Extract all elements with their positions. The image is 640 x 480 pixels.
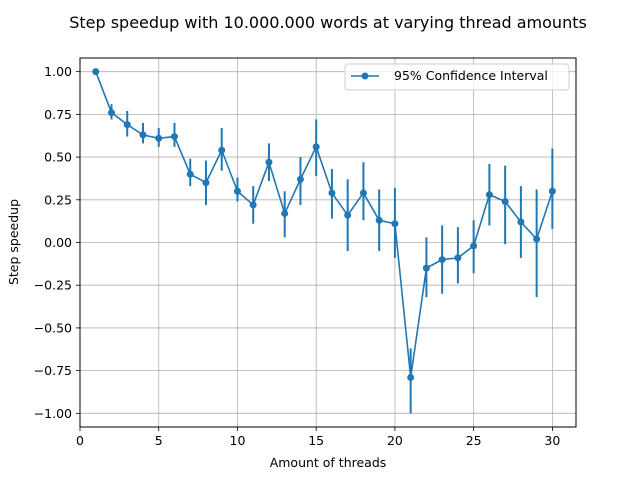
data-point [501, 198, 509, 205]
data-point [233, 187, 241, 195]
data-point [265, 158, 273, 166]
y-tick-label: −1.00 [34, 406, 72, 421]
x-tick-label: 15 [308, 433, 324, 448]
series-line [95, 71, 554, 379]
data-point [92, 68, 100, 76]
data-point [485, 191, 493, 199]
data-point [281, 209, 289, 217]
data-point [359, 189, 367, 197]
data-point [375, 216, 383, 224]
data-point [454, 254, 462, 262]
series-line-path [95, 71, 554, 379]
data-point [470, 242, 478, 250]
data-point [517, 218, 525, 226]
data-point [422, 264, 430, 272]
data-point [391, 220, 399, 228]
data-point [344, 211, 352, 219]
x-axis: 0 5 10 15 20 25 30 [76, 427, 560, 448]
data-point [123, 121, 131, 129]
x-tick-label: 25 [466, 433, 482, 448]
y-tick-label: 0.50 [44, 150, 72, 165]
legend: 95% Confidence Interval [344, 63, 570, 91]
data-point [407, 373, 415, 381]
y-tick-label: 1.00 [44, 64, 72, 79]
legend-label: 95% Confidence Interval [394, 68, 548, 83]
y-tick-label: −0.25 [34, 278, 72, 293]
y-axis: −1.00 −0.75 −0.50 −0.25 0.00 0.25 0.50 0.75 1.00 [34, 64, 80, 421]
legend-marker [361, 72, 369, 80]
y-tick-label: 0.75 [44, 107, 72, 122]
data-point [328, 189, 336, 197]
y-tick-label: 0.00 [44, 235, 72, 250]
data-points [92, 68, 556, 381]
data-point [107, 109, 115, 117]
x-axis-label: Amount of threads [270, 455, 387, 470]
data-point [533, 235, 541, 243]
data-point [438, 256, 446, 264]
data-point [312, 143, 320, 151]
x-tick-label: 20 [387, 433, 403, 448]
legend-box [344, 63, 570, 91]
y-tick-label: −0.50 [34, 320, 72, 335]
chart-title: Step speedup with 10.000.000 words at va… [69, 13, 587, 32]
data-point [139, 131, 147, 139]
data-point [170, 133, 178, 141]
data-point [218, 146, 226, 154]
grid [79, 58, 576, 427]
data-point [186, 170, 194, 178]
data-point [249, 201, 257, 209]
data-point [548, 187, 556, 195]
x-tick-label: 0 [76, 433, 84, 448]
data-point [155, 134, 163, 142]
y-tick-label: −0.75 [34, 363, 72, 378]
y-axis-label: Step speedup [6, 199, 21, 285]
data-point [202, 179, 210, 187]
x-tick-label: 30 [544, 433, 560, 448]
y-tick-label: 0.25 [44, 192, 72, 207]
data-point [296, 175, 304, 183]
x-tick-label: 10 [230, 433, 246, 448]
x-tick-label: 5 [155, 433, 163, 448]
